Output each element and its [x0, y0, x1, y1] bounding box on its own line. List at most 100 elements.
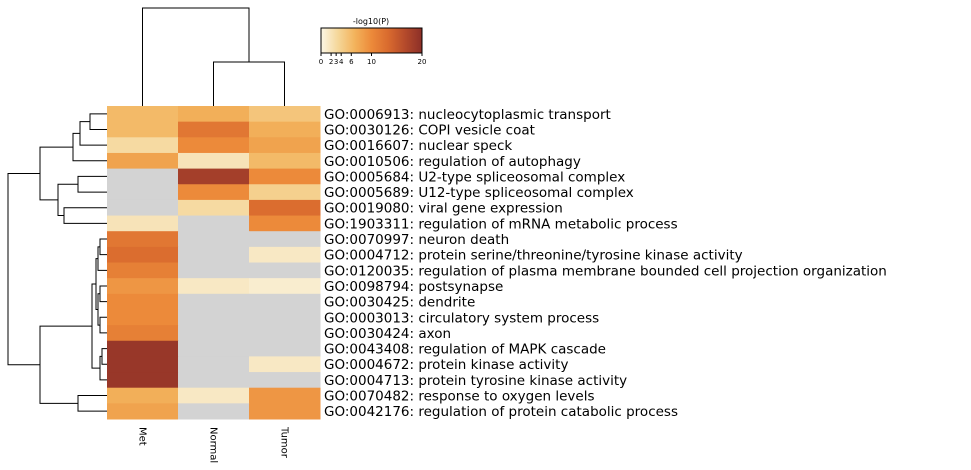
- row-label: GO:0043408: regulation of MAPK cascade: [324, 342, 606, 358]
- row-dendrogram-branch: [77, 395, 107, 412]
- heatmap-cell: [107, 168, 179, 185]
- heatmap-cell: [107, 184, 179, 201]
- heatmap-cell: [107, 387, 179, 404]
- colorbar: -log10(P) 0 2 3 4 6 10 20: [319, 17, 427, 66]
- row-dendrogram-branch: [7, 172, 40, 366]
- colorbar-tick-label: 2: [329, 58, 333, 66]
- column-label: Tumor: [279, 426, 290, 459]
- heatmap-cell: [178, 121, 250, 138]
- colorbar-tick-label: 4: [339, 58, 344, 66]
- heatmap-cell: [178, 356, 250, 373]
- heatmap-cell: [107, 340, 179, 357]
- row-label: GO:0070997: neuron death: [324, 232, 509, 248]
- heatmap-cell: [107, 403, 179, 420]
- heatmap-cell: [178, 278, 250, 295]
- heatmap-cell: [249, 309, 321, 326]
- heatmap-cells: [107, 106, 321, 420]
- row-label: GO:0098794: postsynapse: [324, 279, 503, 295]
- heatmap-cell: [178, 152, 250, 170]
- row-dendrogram-branch: [99, 238, 107, 256]
- row-label: GO:0120035: regulation of plasma membran…: [324, 263, 887, 279]
- row-label: GO:0004713: protein tyrosine kinase acti…: [324, 373, 627, 389]
- heatmap-cell: [107, 372, 179, 389]
- heatmap-cell: [178, 137, 250, 154]
- row-dendrogram-branch: [77, 175, 107, 193]
- heatmap-cell: [178, 215, 250, 232]
- row-dendrogram-branch: [63, 207, 107, 224]
- row-dendrogram-branch: [39, 146, 73, 201]
- heatmap-cell: [107, 246, 179, 263]
- colorbar-tick-label: 10: [367, 58, 376, 66]
- heatmap-cell: [107, 278, 179, 295]
- colorbar-tick-label: 6: [349, 58, 354, 66]
- column-label: Met: [137, 427, 148, 446]
- row-label: GO:1903311: regulation of mRNA metabolic…: [324, 216, 678, 232]
- row-dendrogram-branch: [101, 348, 107, 365]
- heatmap-cell: [249, 340, 321, 357]
- heatmap-cell: [249, 387, 321, 404]
- heatmap-cell: [107, 137, 179, 154]
- heatmap-cell: [178, 199, 250, 217]
- colorbar-tick-label: 0: [319, 58, 323, 66]
- heatmap-cell: [249, 199, 321, 217]
- heatmap-cell: [107, 199, 179, 217]
- heatmap-cell: [249, 403, 321, 420]
- heatmap-cell: [178, 231, 250, 248]
- column-dendrogram: [142, 7, 285, 106]
- column-dendrogram-branch: [213, 61, 285, 106]
- row-labels: GO:0006913: nucleocytoplasmic transportG…: [324, 107, 887, 420]
- heatmap-cell: [178, 246, 250, 263]
- heatmap-cell: [107, 106, 179, 123]
- heatmap-cell: [249, 293, 321, 310]
- row-label: GO:0030126: COPI vesicle coat: [324, 122, 535, 138]
- row-dendrogram-branch: [39, 325, 92, 404]
- heatmap-cell: [178, 340, 250, 357]
- heatmap-cell: [178, 106, 250, 123]
- heatmap-cell: [178, 387, 250, 404]
- heatmap-cell: [249, 325, 321, 342]
- heatmap-cell: [249, 356, 321, 373]
- row-dendrogram-branch: [79, 121, 107, 146]
- row-label: GO:0019080: viral gene expression: [324, 201, 563, 217]
- heatmap-cell: [178, 293, 250, 310]
- row-label: GO:0010506: regulation of autophagy: [324, 154, 581, 170]
- column-labels: Met Normal Tumor: [137, 426, 290, 463]
- heatmap-cell: [107, 152, 179, 170]
- row-dendrogram-branch: [99, 355, 107, 381]
- heatmap-cell: [249, 152, 321, 170]
- column-label: Normal: [208, 427, 219, 463]
- heatmap-cell: [249, 121, 321, 138]
- row-label: GO:0042176: regulation of protein catabo…: [324, 404, 678, 420]
- heatmap-cell: [178, 309, 250, 326]
- row-label: GO:0016607: nuclear speck: [324, 138, 512, 154]
- column-dendrogram-branch: [142, 7, 250, 106]
- heatmap-cell: [178, 168, 250, 185]
- heatmap-cell: [249, 168, 321, 185]
- colorbar-tick-label: 3: [334, 58, 338, 66]
- row-dendrogram-branch: [57, 183, 78, 217]
- row-label: GO:0005684: U2-type spliceosomal complex: [324, 169, 625, 185]
- row-dendrogram: [7, 113, 107, 412]
- heatmap-cell: [249, 278, 321, 295]
- row-label: GO:0006913: nucleocytoplasmic transport: [324, 107, 611, 123]
- heatmap-cell: [107, 262, 179, 279]
- heatmap-cell: [107, 309, 179, 326]
- heatmap-cell: [249, 215, 321, 232]
- heatmap-cell: [249, 262, 321, 279]
- heatmap-cell: [107, 215, 179, 232]
- row-dendrogram-branch: [97, 246, 107, 271]
- row-dendrogram-branch: [89, 113, 107, 130]
- heatmap-cell: [107, 325, 179, 342]
- colorbar-title: -log10(P): [353, 17, 389, 26]
- heatmap-cell: [107, 231, 179, 248]
- heatmap-cell: [178, 184, 250, 201]
- heatmap-cell: [249, 106, 321, 123]
- row-dendrogram-branch: [72, 132, 107, 162]
- row-label: GO:0004672: protein kinase activity: [324, 357, 568, 373]
- row-label: GO:0003013: circulatory system process: [324, 310, 599, 326]
- row-label: GO:0030425: dendrite: [324, 295, 475, 311]
- row-label: GO:0004712: protein serine/threonine/tyr…: [324, 248, 743, 264]
- row-dendrogram-branch: [99, 285, 107, 303]
- row-label: GO:0005689: U12-type spliceosomal comple…: [324, 185, 634, 201]
